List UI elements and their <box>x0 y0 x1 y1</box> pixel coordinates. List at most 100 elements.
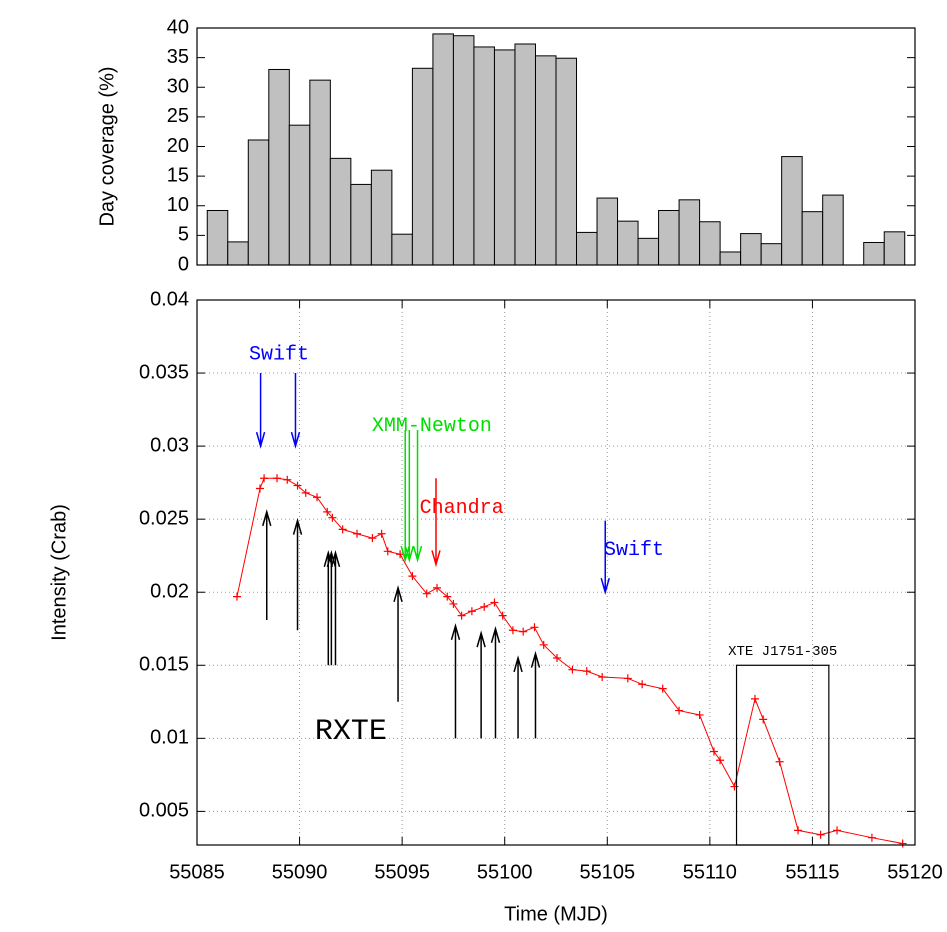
data-point <box>833 826 842 835</box>
x-tick-label: 55115 <box>785 861 839 883</box>
bar <box>288 124 311 266</box>
bar <box>863 241 885 266</box>
x-axis-label: Time (MJD) <box>504 903 608 925</box>
data-point <box>709 747 718 756</box>
bar <box>370 169 393 266</box>
arrow <box>393 585 403 702</box>
region-box <box>735 664 830 846</box>
data-point <box>457 611 466 620</box>
data-point <box>598 672 607 681</box>
data-point <box>638 680 647 689</box>
bar <box>411 67 434 266</box>
data-point <box>408 572 417 581</box>
data-point <box>519 627 528 636</box>
data-point <box>313 493 322 502</box>
y-tick-label: 0.03 <box>150 434 189 456</box>
arrow <box>262 509 272 620</box>
x-tick-label: 55085 <box>169 861 225 883</box>
annotation-label: Swift <box>249 343 309 366</box>
x-tick-label: 55100 <box>477 861 533 883</box>
arrow <box>400 430 410 563</box>
y-tick-label: 15 <box>167 164 189 186</box>
y-tick-label: 0.025 <box>139 507 189 529</box>
bar <box>473 46 495 266</box>
plot-frame <box>196 299 916 846</box>
bar <box>514 43 536 266</box>
bar <box>268 68 290 266</box>
bar <box>740 233 762 266</box>
data-point <box>383 547 392 556</box>
arrow <box>292 517 303 631</box>
data-point <box>353 529 362 538</box>
bar <box>206 209 229 266</box>
bar <box>350 183 372 266</box>
bar <box>432 33 454 266</box>
bar <box>247 139 270 266</box>
bar <box>534 55 557 266</box>
annotation-label: XMM-Newton <box>372 415 492 438</box>
bar <box>678 199 701 266</box>
bar <box>227 241 249 266</box>
data-point <box>716 756 725 765</box>
y-tick-label: 40 <box>167 16 189 38</box>
arrow <box>255 373 266 449</box>
y-axis-label: Intensity (Crab) <box>48 504 70 641</box>
x-tick-label: 55090 <box>272 861 328 883</box>
data-point <box>293 481 302 490</box>
bar <box>637 237 660 266</box>
x-tick-label: 55105 <box>579 861 635 883</box>
data-point <box>396 550 405 559</box>
annotation-label: Swift <box>604 539 664 562</box>
data-point <box>898 839 907 848</box>
y-tick-label: 30 <box>167 76 189 98</box>
data-point <box>338 525 347 534</box>
data-point <box>273 474 282 483</box>
bar <box>309 79 331 266</box>
data-point <box>759 715 768 724</box>
data-point <box>449 599 458 608</box>
y-axis-label: Day coverage (%) <box>96 66 118 226</box>
bar <box>329 157 352 266</box>
bar <box>781 156 803 266</box>
bar <box>493 49 516 266</box>
bar <box>822 194 844 266</box>
data-point <box>368 534 377 543</box>
arrow <box>431 478 441 568</box>
arrow <box>412 430 423 563</box>
bar <box>617 220 639 266</box>
arrow <box>450 623 461 739</box>
data-point <box>233 592 242 601</box>
data-point <box>750 694 759 703</box>
data-point <box>675 706 684 715</box>
data-point <box>433 583 442 592</box>
bar <box>801 211 824 266</box>
data-point <box>498 611 507 620</box>
arrow <box>404 430 415 563</box>
data-point <box>301 488 310 497</box>
annotation-label: Chandra <box>420 497 504 520</box>
bar <box>391 233 413 266</box>
arrow <box>530 650 541 739</box>
data-point <box>553 653 562 662</box>
data-point <box>568 665 577 674</box>
data-point <box>775 757 784 766</box>
y-tick-label: 10 <box>167 194 189 216</box>
bar <box>760 243 783 266</box>
data-point <box>867 833 876 842</box>
region-label: XTE J1751-305 <box>728 644 837 660</box>
data-point <box>443 592 452 601</box>
data-point <box>480 602 489 611</box>
arrow <box>513 655 523 739</box>
bar <box>555 57 578 266</box>
bar <box>883 231 906 266</box>
data-point <box>255 484 264 493</box>
data-point <box>422 589 431 598</box>
data-point <box>283 475 292 484</box>
data-point <box>582 667 591 676</box>
data-point <box>260 474 269 483</box>
x-tick-label: 55095 <box>374 861 430 883</box>
y-tick-label: 35 <box>167 46 189 68</box>
y-tick-label: 0.015 <box>139 654 189 676</box>
arrow <box>290 373 301 449</box>
